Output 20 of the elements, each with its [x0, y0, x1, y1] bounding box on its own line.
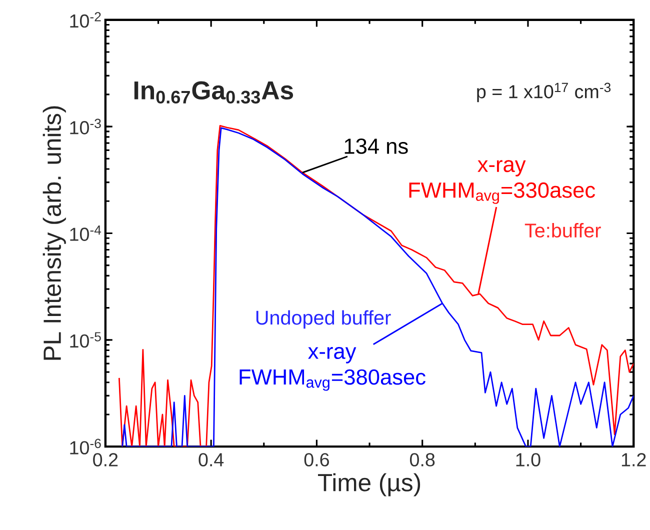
y-tick-label: 10$^{-4}$	[70, 225, 102, 241]
y-tick-label: 10$^{-5}$	[70, 332, 101, 348]
annotation: x-ray FWHM$_{avg}$=380asec	[240, 346, 426, 391]
annotation: x-ray FWHM$_{avg}$=330asec	[409, 160, 596, 204]
x-tick-label: 0.4	[198, 453, 224, 466]
y-tick-label: 10$^{-3}$	[70, 118, 101, 134]
x-tick-label: 0.6	[304, 453, 329, 466]
y-tick-label: 10$^{-6}$	[70, 438, 101, 454]
y-axis-title: PL Intensity (arb. units)	[42, 106, 66, 360]
annotation: 134 ns	[344, 138, 408, 154]
y-tick-label: 10$^{-2}$	[70, 12, 101, 28]
x-tick-label: 1.0	[516, 453, 540, 466]
x-axis-title: Time (µs)	[318, 473, 420, 496]
x-tick-label: 0.8	[410, 453, 435, 466]
annotation: p = 1 x10$^{17}$ cm$^{-3}$	[477, 82, 611, 102]
x-tick-label: 0.2	[93, 453, 118, 466]
text: Te:buffer	[524, 222, 601, 238]
text: In$_{0.67}$Ga$_{0.33}$As	[134, 81, 294, 104]
text: Undoped buffer	[256, 310, 391, 329]
x-tick-label: 1.2	[622, 453, 646, 466]
